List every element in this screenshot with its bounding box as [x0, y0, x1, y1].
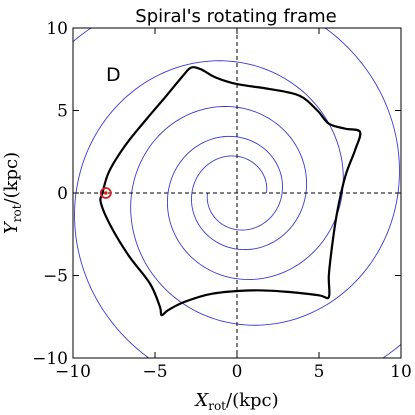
- orbit-line: [99, 66, 362, 317]
- y-tick-label: 0: [57, 184, 68, 204]
- y-tick-label: −5: [43, 267, 68, 287]
- sun-marker: [99, 187, 112, 199]
- spiral-arm-2: [74, 60, 401, 358]
- chart-title: Spiral's rotating frame: [135, 6, 336, 27]
- marker-ring: [99, 187, 112, 199]
- y-axis-label-main: Y: [1, 220, 22, 234]
- y-tick-label: 5: [57, 102, 68, 122]
- ticks: −10 −5 0 5 10 −10 −5 0 5 10: [32, 19, 412, 382]
- y-axis-label: Yrot/(kpc): [1, 152, 24, 234]
- y-tick-label: −10: [32, 349, 68, 369]
- x-axis-label-sub: rot: [208, 399, 226, 413]
- x-tick-label: 5: [314, 362, 325, 382]
- x-axis-label-unit: /(kpc): [226, 390, 279, 411]
- y-tick-label: 10: [46, 19, 68, 39]
- x-tick-label: 10: [390, 362, 412, 382]
- y-axis-label-unit: /(kpc): [1, 152, 22, 205]
- x-tick-label: −10: [55, 362, 91, 382]
- y-axis-label-sub: rot: [10, 204, 24, 222]
- x-tick-label: −5: [142, 362, 167, 382]
- x-axis-label-main: X: [193, 390, 209, 411]
- panel-label: D: [106, 64, 121, 86]
- marker-dot: [104, 191, 108, 195]
- spiral-arms: [73, 28, 401, 358]
- reference-lines: [73, 28, 401, 358]
- plot-area: [73, 28, 401, 358]
- spiral-arm-1: [73, 28, 400, 326]
- x-axis-label: Xrot/(kpc): [193, 390, 278, 413]
- orbit: [99, 66, 362, 317]
- x-tick-label: 0: [232, 362, 243, 382]
